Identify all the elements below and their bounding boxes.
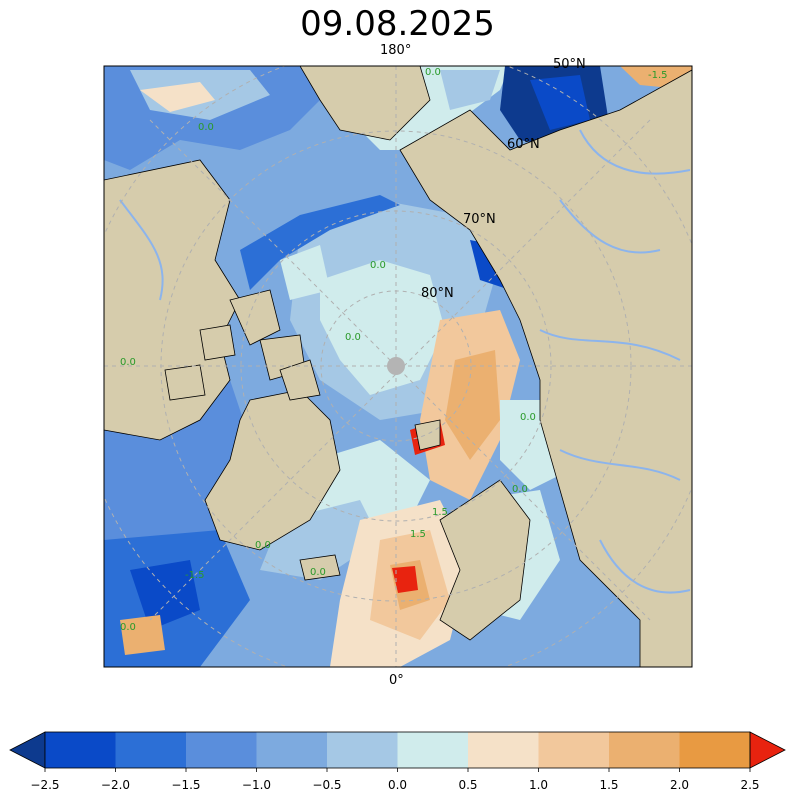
colorbar-bin bbox=[538, 732, 610, 768]
colorbar-bin bbox=[115, 732, 187, 768]
alaska-chukotka-land bbox=[299, 66, 431, 141]
colorbar-tick-label: 2.0 bbox=[669, 778, 690, 792]
contour-label: 0.0 bbox=[425, 67, 441, 78]
colorbar-tick-label: 1.5 bbox=[599, 778, 619, 792]
colorbar-under-arrow bbox=[9, 731, 46, 769]
contour-label: 0.0 bbox=[255, 540, 271, 551]
colorbar-bin bbox=[45, 732, 116, 768]
contour-label: 0.0 bbox=[345, 332, 361, 343]
colorbar-tick-label: −1.5 bbox=[171, 778, 201, 792]
contour-label: 0.0 bbox=[310, 567, 326, 578]
contour-label: 0.0 bbox=[120, 622, 136, 633]
colorbar-bin bbox=[397, 732, 469, 768]
eurasia-land bbox=[399, 69, 692, 667]
colorbar-bin bbox=[327, 732, 398, 768]
map-title: 09.08.2025 bbox=[300, 4, 495, 44]
contour-label: 0.0 bbox=[520, 412, 536, 423]
map-frame bbox=[103, 65, 693, 668]
colorbar-tickmarks bbox=[44, 768, 751, 772]
colorbar-bin bbox=[679, 732, 751, 768]
colorbar-over-arrow bbox=[749, 731, 786, 769]
colorbar-tick-label: −2.5 bbox=[30, 778, 60, 792]
meridian-label-0: 0° bbox=[389, 673, 404, 688]
iceland-land bbox=[299, 554, 341, 581]
contour-label: 0.0 bbox=[370, 260, 386, 271]
colorbar-bins bbox=[45, 732, 751, 768]
contour-label: 1.5 bbox=[410, 529, 426, 540]
colorbar-bin bbox=[609, 732, 680, 768]
colorbar-tick-label: 2.5 bbox=[740, 778, 760, 792]
rivers bbox=[119, 129, 691, 594]
colorbar-tick-label: −0.5 bbox=[312, 778, 342, 792]
meridian-label-180: 180° bbox=[380, 43, 412, 58]
arctic-anomaly-map: 0.0 0.0 0.0 0.0 0.0 0.0 0.0 0.0 1.5 -1.5… bbox=[103, 65, 693, 668]
contour-label: -1.5 bbox=[185, 570, 205, 581]
colorbar-tick-label: 1.0 bbox=[528, 778, 549, 792]
parallel-label-70n: 70°N bbox=[463, 212, 496, 227]
land-masses bbox=[104, 66, 692, 667]
contour-label: 0.0 bbox=[198, 122, 214, 133]
colorbar-bin bbox=[256, 732, 328, 768]
contour-label: 1.5 bbox=[432, 507, 448, 518]
svalbard-land bbox=[414, 419, 441, 451]
greenland-land bbox=[204, 389, 341, 551]
parallel-label-50n: 50°N bbox=[553, 57, 586, 72]
contour-label: -1.5 bbox=[648, 70, 668, 81]
parallel-label-60n: 60°N bbox=[507, 137, 540, 152]
contour-label: 0.0 bbox=[512, 484, 528, 495]
colorbar-tick-label: −1.0 bbox=[241, 778, 272, 792]
colorbar-bin bbox=[186, 732, 257, 768]
contour-label: 0.0 bbox=[120, 357, 136, 368]
colorbar-tick-label: 0.0 bbox=[387, 778, 408, 792]
north-pole-marker bbox=[387, 357, 405, 375]
colorbar-tick-label: −2.0 bbox=[100, 778, 131, 792]
colorbar-bin bbox=[468, 732, 539, 768]
parallel-label-80n: 80°N bbox=[421, 286, 454, 301]
colorbar-tick-label: 0.5 bbox=[458, 778, 478, 792]
scandinavia-land bbox=[439, 479, 531, 641]
contour-labels: 0.0 0.0 0.0 0.0 0.0 0.0 0.0 0.0 1.5 -1.5… bbox=[120, 67, 668, 633]
